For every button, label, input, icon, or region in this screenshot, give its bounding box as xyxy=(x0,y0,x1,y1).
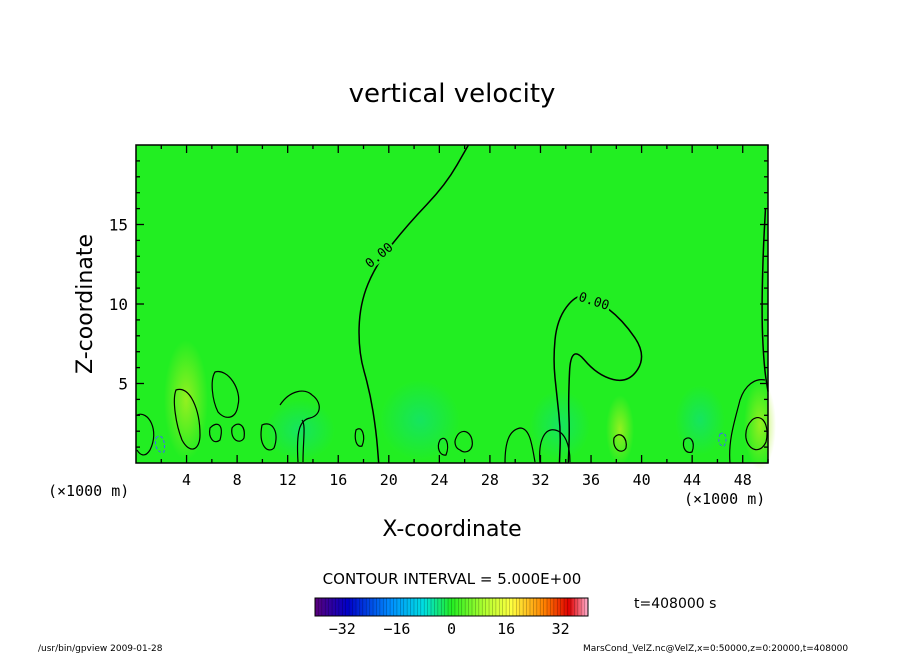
contour-line xyxy=(354,428,365,447)
x-tick-label: 44 xyxy=(683,471,701,489)
contour-line xyxy=(231,423,245,442)
contour-line xyxy=(454,430,473,453)
time-label: t=408000 s xyxy=(634,596,716,612)
colorbar-tick-label: 0 xyxy=(447,620,456,638)
contour-line xyxy=(136,413,155,456)
zero-contour-line xyxy=(358,144,470,464)
axis-ticks xyxy=(136,145,769,463)
colorbar-tick-label: −16 xyxy=(383,620,410,638)
colorbar: −32 −16 0 16 32 xyxy=(314,597,589,638)
downdraft-patch xyxy=(265,400,335,460)
contour-line xyxy=(613,434,627,452)
updraft-patch xyxy=(164,340,208,460)
negative-contours xyxy=(155,432,727,453)
contour-label-background xyxy=(361,238,397,272)
surface-contours xyxy=(136,371,768,464)
x-tick-label: 4 xyxy=(182,471,191,489)
chart-title: vertical velocity xyxy=(349,79,556,109)
colorbar-levels xyxy=(318,598,585,616)
y-tick-label: 5 xyxy=(118,375,128,394)
colorbar-tick-label: 16 xyxy=(497,620,515,638)
contour-line xyxy=(437,437,449,456)
y-tick-label: 15 xyxy=(109,216,128,235)
x-tick-label: 8 xyxy=(233,471,242,489)
contour-line xyxy=(745,417,768,451)
contour-line xyxy=(209,423,222,443)
x-tick-label: 48 xyxy=(734,471,752,489)
contour-line xyxy=(504,427,536,464)
x-tick-label: 32 xyxy=(531,471,549,489)
contour-line xyxy=(173,388,201,450)
colorbar-ticks: −32 −16 0 16 32 xyxy=(329,620,570,638)
updraft-patch xyxy=(606,395,634,465)
y-unit-label: (×1000 m) xyxy=(48,482,129,500)
y-tick-label: 10 xyxy=(109,295,128,314)
x-tick-label: 16 xyxy=(329,471,347,489)
colorbar-frame xyxy=(314,597,589,617)
footer-right: MarsCond_VelZ.nc@VelZ,x=0:50000,z=0:2000… xyxy=(583,644,848,654)
footer-left: /usr/bin/gpview 2009-01-28 xyxy=(38,644,163,654)
plot-area: 0.000.00 xyxy=(135,144,776,470)
colorbar-tick-label: 32 xyxy=(552,620,570,638)
x-tick-label: 40 xyxy=(633,471,651,489)
x-tick-label: 28 xyxy=(481,471,499,489)
x-tick-label: 12 xyxy=(279,471,297,489)
contour-line xyxy=(155,435,165,453)
contour-line xyxy=(729,379,766,464)
colorbar-tick-label: −32 xyxy=(329,620,356,638)
downdraft-patch xyxy=(675,385,725,455)
x-tick-label: 24 xyxy=(430,471,448,489)
contour-line xyxy=(260,423,277,451)
contour-line xyxy=(301,419,305,463)
x-tick-label: 36 xyxy=(582,471,600,489)
x-unit-label: (×1000 m) xyxy=(684,490,765,508)
x-tick-labels: 4 8 12 16 20 24 28 32 36 40 44 48 xyxy=(182,471,752,489)
contour-line xyxy=(682,437,694,453)
contour-label-background xyxy=(575,288,613,313)
contour-interval: CONTOUR INTERVAL = 5.000E+00 xyxy=(323,570,582,588)
colorbar-gradient xyxy=(315,598,588,616)
contour-line xyxy=(718,432,727,447)
x-axis-label: X-coordinate xyxy=(382,517,521,542)
zero-contour-line xyxy=(761,208,769,392)
x-tick-label: 20 xyxy=(380,471,398,489)
y-tick-labels: 5 10 15 xyxy=(109,216,128,394)
y-axis-label: Z-coordinate xyxy=(73,234,98,374)
contour-line xyxy=(279,390,320,463)
contour-line xyxy=(211,371,240,418)
